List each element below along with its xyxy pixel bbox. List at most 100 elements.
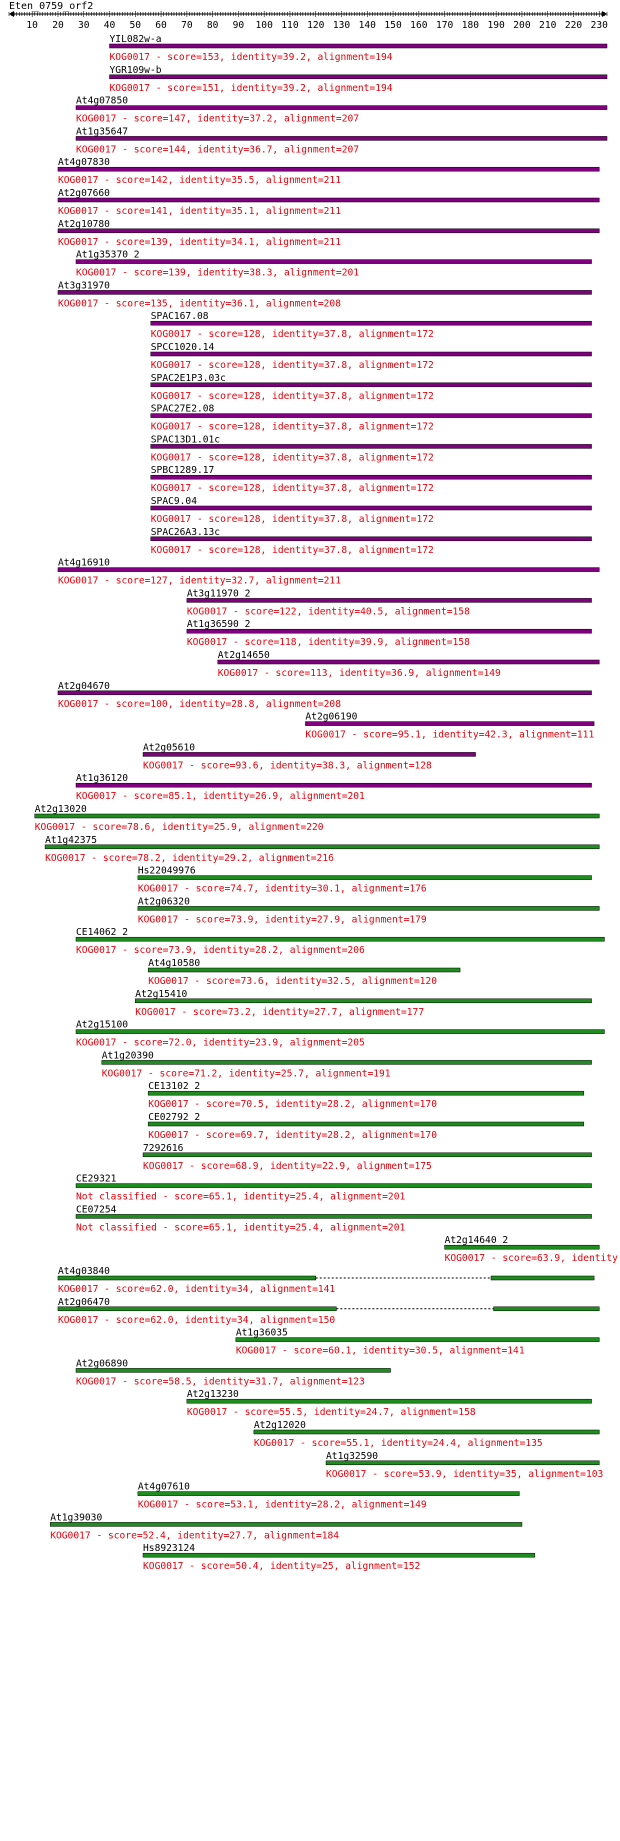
hit-name: CE14062_2	[76, 927, 128, 938]
hit-name: SPBC1289.17	[151, 465, 215, 476]
hit-row: At4g07830 KOG0017 - score=142, identity=3…	[57, 157, 600, 186]
hit-info: KOG0017 - score=128, identity=37.8, alig…	[151, 329, 434, 340]
hit-row: At3g31970 KOG0017 - score=135, identity=3…	[57, 280, 592, 309]
hit-row: 7292616 KOG0017 - score=68.9, identity=22…	[142, 1143, 592, 1172]
hit-row: At1g36035 KOG0017 - score=60.1, identity=…	[235, 1328, 600, 1357]
hit-name: At4g07850	[76, 96, 128, 107]
hit-bar	[150, 351, 592, 357]
hit-row: At1g32590 KOG0017 - score=53.9, identity=…	[325, 1451, 604, 1480]
hit-row: SPAC9.04 KOG0017 - score=128, identity=37…	[150, 496, 592, 525]
hit-list: YIL082w-a KOG0017 - score=153, identity=3…	[34, 34, 619, 1572]
hit-bar	[57, 1306, 337, 1312]
axis-tick-label: 180	[462, 20, 480, 31]
hit-info: KOG0017 - score=71.2, identity=25.7, ali…	[102, 1068, 391, 1079]
hit-info: KOG0017 - score=85.1, identity=26.9, ali…	[76, 791, 365, 802]
axis-tick-label: 140	[359, 20, 377, 31]
hit-bar	[75, 1183, 592, 1188]
hit-name: At1g36590_2	[187, 619, 251, 630]
hit-row: At4g07850 KOG0017 - score=147, identity=3…	[75, 96, 608, 125]
hit-info: KOG0017 - score=128, identity=37.8, alig…	[151, 360, 434, 371]
hit-name: At2g06470	[58, 1297, 110, 1308]
hit-name: At3g31970	[58, 280, 110, 291]
hit-name: At1g42375	[45, 835, 97, 846]
hit-name: CE13102_2	[148, 1081, 200, 1092]
hit-row: At2g13230 KOG0017 - score=55.5, identity=…	[186, 1389, 592, 1418]
hit-row: At2g12020 KOG0017 - score=55.1, identity=…	[253, 1420, 600, 1449]
hit-bar	[150, 413, 592, 418]
hit-info: KOG0017 - score=70.5, identity=28.2, ali…	[148, 1099, 437, 1110]
hit-row: SPAC167.08 KOG0017 - score=128, identity=…	[150, 311, 592, 340]
hit-row: At4g03840 KOG0017 - score=62.0, identity=…	[57, 1266, 595, 1295]
hit-bar	[75, 105, 608, 110]
hit-name: YIL082w-a	[110, 34, 162, 45]
hit-row: At1g35370_2 KOG0017 - score=139, identity…	[75, 250, 592, 279]
hit-info: KOG0017 - score=153, identity=39.2, alig…	[110, 52, 393, 63]
hit-bar	[186, 628, 592, 634]
hit-name: SPAC26A3.13c	[151, 527, 220, 538]
hit-name: SPAC167.08	[151, 311, 209, 322]
hit-name: At2g05610	[143, 742, 195, 753]
hit-row: SPAC13D1.01c KOG0017 - score=128, identit…	[150, 434, 592, 463]
hit-bar	[490, 1275, 595, 1281]
hit-bar	[34, 813, 600, 819]
hit-info: KOG0017 - score=73.9, identity=28.2, ali…	[76, 945, 365, 956]
hit-row: At2g06320 KOG0017 - score=73.9, identity=…	[137, 896, 600, 925]
hit-name: At1g32590	[326, 1451, 378, 1462]
hit-info: KOG0017 - score=50.4, identity=25, align…	[143, 1561, 420, 1572]
hit-name: At2g04670	[58, 681, 110, 692]
hit-info: KOG0017 - score=128, identity=37.8, alig…	[151, 391, 434, 402]
hit-name: SPAC27E2.08	[151, 404, 215, 415]
hit-info: KOG0017 - score=128, identity=37.8, alig…	[151, 452, 434, 463]
hit-row: At1g36590_2 KOG0017 - score=118, identity…	[186, 619, 592, 648]
axis-tick-label: 70	[181, 20, 193, 31]
x-axis: 10 20 30 40 50 60 70 80 90 100 110 120 130 140 150 160 1…	[8, 11, 608, 31]
hit-bar	[75, 1214, 592, 1219]
hit-info: KOG0017 - score=55.1, identity=24.4, ali…	[254, 1438, 543, 1449]
hit-info: KOG0017 - score=74.7, identity=30.1, ali…	[138, 884, 427, 895]
hit-bar	[150, 444, 592, 449]
hit-name: At2g15100	[76, 1020, 128, 1031]
hit-bar	[150, 382, 592, 388]
hit-row: SPAC2E1P3.03c KOG0017 - score=128, identi…	[150, 373, 592, 402]
hit-name: At2g07660	[58, 188, 110, 199]
hit-name: Hs8923124	[143, 1543, 195, 1554]
axis-tick-label: 130	[333, 20, 351, 31]
hit-info: KOG0017 - score=147, identity=37.2, alig…	[76, 114, 359, 125]
hit-info: KOG0017 - score=69.7, identity=28.2, ali…	[148, 1130, 437, 1141]
hit-row: SPAC26A3.13c KOG0017 - score=128, identit…	[150, 527, 592, 556]
hit-info: KOG0017 - score=100, identity=28.8, alig…	[58, 699, 341, 710]
hit-row: At2g13020 KOG0017 - score=78.6, identity=…	[34, 804, 600, 833]
hit-row: At2g06190 KOG0017 - score=95.1, identity=…	[305, 712, 594, 741]
axis-tick-label: 160	[410, 20, 428, 31]
hit-row: At2g14650 KOG0017 - score=113, identity=3…	[217, 650, 600, 679]
hit-info: KOG0017 - score=68.9, identity=22.9, ali…	[143, 1161, 432, 1172]
hit-info: KOG0017 - score=55.5, identity=24.7, ali…	[187, 1407, 476, 1418]
hit-bar	[150, 505, 592, 511]
hit-bar	[75, 1029, 605, 1034]
hit-bar	[44, 844, 600, 850]
hit-row: CE13102_2 KOG0017 - score=70.5, identity=…	[147, 1081, 585, 1110]
axis-tick-label: 220	[565, 20, 583, 31]
hit-name: At3g11970_2	[187, 588, 251, 599]
hit-info: KOG0017 - score=141, identity=35.1, alig…	[58, 206, 341, 217]
axis-tick-label: 60	[155, 20, 167, 31]
hit-name: SPAC2E1P3.03c	[151, 373, 226, 384]
hit-bar	[57, 690, 592, 696]
hit-name: At1g35370_2	[76, 250, 140, 261]
hit-row: Hs22049976 KOG0017 - score=74.7, identity…	[137, 866, 592, 895]
hit-info: KOG0017 - score=128, identity=37.8, alig…	[151, 483, 434, 494]
hit-name: At2g14650	[218, 650, 270, 661]
hit-row: At4g07610 KOG0017 - score=53.1, identity=…	[137, 1482, 520, 1511]
axis-tick-label: 100	[256, 20, 274, 31]
axis-tick-label: 190	[487, 20, 505, 31]
hit-bar	[75, 259, 592, 264]
axis-tick-label: 200	[513, 20, 531, 31]
hit-bar	[109, 43, 608, 49]
hit-bar	[135, 998, 592, 1004]
hit-bar	[57, 197, 600, 203]
axis-tick-label: 210	[539, 20, 557, 31]
hit-name: 7292616	[143, 1143, 184, 1154]
hit-name: At1g36120	[76, 773, 128, 784]
hit-info: KOG0017 - score=63.9, identity	[445, 1253, 619, 1264]
hit-row: Hs8923124 KOG0017 - score=50.4, identity=…	[142, 1543, 536, 1572]
